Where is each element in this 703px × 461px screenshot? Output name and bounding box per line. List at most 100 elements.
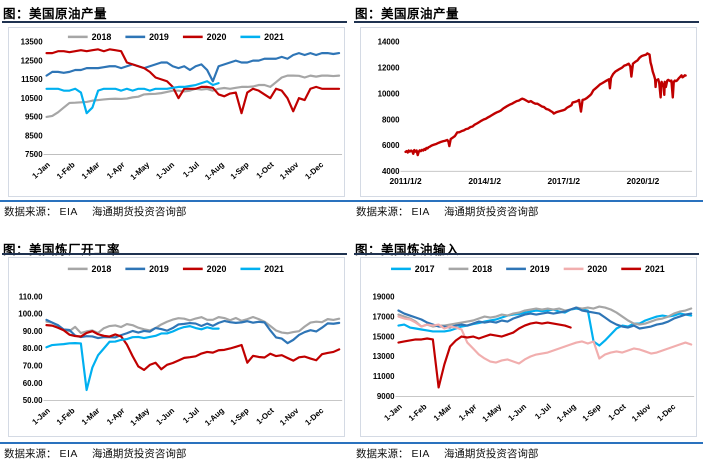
svg-text:1-Feb: 1-Feb [407,402,429,423]
data-source-label: 数据来源： [356,206,409,218]
svg-text:50.00: 50.00 [23,396,43,405]
chart-title: 图：美国原油产量 [355,7,460,21]
svg-text:12500: 12500 [21,56,44,65]
svg-text:1-Mar: 1-Mar [80,160,102,181]
title-underline [354,21,699,23]
svg-text:2017: 2017 [415,264,435,274]
svg-text:1-Oct: 1-Oct [255,160,276,180]
svg-text:1-Jun: 1-Jun [154,160,176,181]
data-source-org: 海通期货投资咨询部 [443,448,539,460]
svg-text:2021: 2021 [264,32,284,42]
svg-text:80.00: 80.00 [23,344,43,353]
svg-text:2018: 2018 [92,32,112,42]
data-source-org: 海通期货投资咨询部 [91,206,187,218]
chart-title: 图：美国原油产量 [3,7,108,21]
svg-text:1-Jul: 1-Jul [533,402,553,421]
data-source-org: 海通期货投资咨询部 [91,448,187,460]
svg-text:2017/1/2: 2017/1/2 [547,176,580,186]
svg-text:2019: 2019 [530,264,550,274]
svg-text:2019: 2019 [149,32,169,42]
svg-text:1-Dec: 1-Dec [655,402,677,424]
svg-text:1-Aug: 1-Aug [203,406,226,428]
svg-text:2014/1/2: 2014/1/2 [468,176,501,186]
svg-text:1-May: 1-May [481,402,504,424]
svg-text:1-Jan: 1-Jan [30,160,51,181]
svg-text:1-Nov: 1-Nov [630,402,653,424]
svg-text:1-Sep: 1-Sep [581,402,603,423]
svg-text:9000: 9000 [377,392,395,401]
svg-text:1-Apr: 1-Apr [457,402,478,423]
data-source-label: 数据来源： [4,206,57,218]
svg-text:1-Dec: 1-Dec [303,160,325,181]
svg-text:1-May: 1-May [129,406,152,428]
title-underline [2,253,347,255]
svg-text:1-Jun: 1-Jun [506,402,528,423]
svg-text:1-Jan: 1-Jan [30,406,51,427]
svg-text:1-Aug: 1-Aug [555,402,578,424]
svg-text:1-Oct: 1-Oct [255,406,276,426]
svg-text:110.00: 110.00 [19,292,43,301]
svg-text:2020: 2020 [587,264,607,274]
svg-text:2021: 2021 [264,264,284,274]
svg-text:10500: 10500 [21,94,44,103]
svg-text:2020: 2020 [207,32,227,42]
svg-text:1-Nov: 1-Nov [278,160,301,182]
svg-text:2020/1/2: 2020/1/2 [627,176,660,186]
svg-text:90.00: 90.00 [23,327,43,336]
svg-text:2018: 2018 [92,264,112,274]
chart-box: 14000 12000 10000 8000 6000 4000 2011/1/2 2014/… [360,27,697,197]
svg-text:1-Sep: 1-Sep [229,160,251,181]
chart-box: 110.00 100.00 90.00 80.00 70.00 60.00 50.00 1-J… [8,257,345,437]
svg-text:2019: 2019 [149,264,169,274]
chart-title: 图：美国炼厂开工率 [3,243,121,257]
section-divider-rule [0,442,703,444]
data-source-eia: EIA [59,206,78,218]
svg-text:1-Sep: 1-Sep [229,406,251,427]
svg-text:9500: 9500 [25,113,43,122]
svg-text:2018: 2018 [472,264,492,274]
svg-text:11500: 11500 [21,75,43,84]
data-source-org: 海通期货投资咨询部 [443,206,539,218]
svg-text:7500: 7500 [25,150,43,159]
svg-text:13000: 13000 [373,352,396,361]
data-source-label: 数据来源： [4,448,57,460]
svg-text:1-May: 1-May [129,160,152,182]
panel-crude-production-longterm: 图：美国原油产量 14000 12000 10000 8000 6000 4000 2011… [352,0,703,229]
svg-text:100.00: 100.00 [18,310,43,319]
chart-title: 图：美国炼油输入 [355,243,460,257]
svg-text:2021: 2021 [645,264,665,274]
svg-text:4000: 4000 [382,167,400,176]
svg-text:17000: 17000 [373,312,396,321]
data-source-eia: EIA [411,448,430,460]
data-source-line: 数据来源： EIA 海通期货投资咨询部 [4,204,186,219]
section-divider-rule [0,200,703,202]
svg-text:1-Jun: 1-Jun [154,406,176,427]
svg-text:19000: 19000 [373,292,396,301]
svg-text:1-Aug: 1-Aug [203,160,226,182]
panel-refinery-input: 图：美国炼油输入 19000 17000 15000 13000 11000 9000 1-… [352,229,703,461]
refinery-utilization-chart: 110.00100.0090.0080.0070.0060.0050.001-J… [18,264,343,428]
data-source-label: 数据来源： [356,448,409,460]
svg-text:1-Jul: 1-Jul [181,160,201,179]
svg-text:6000: 6000 [382,141,400,150]
svg-text:1-Apr: 1-Apr [105,160,126,180]
data-source-line: 数据来源： EIA 海通期货投资咨询部 [356,446,538,461]
svg-text:12000: 12000 [378,63,401,72]
svg-text:2020: 2020 [207,264,227,274]
title-underline [2,21,347,23]
svg-text:13500: 13500 [21,38,44,47]
data-source-line: 数据来源： EIA 海通期货投资咨询部 [356,204,538,219]
svg-text:1-Jul: 1-Jul [181,406,201,425]
svg-text:1-Mar: 1-Mar [80,406,102,427]
svg-text:1-Apr: 1-Apr [105,406,126,427]
svg-text:1-Mar: 1-Mar [432,402,454,423]
panel-crude-production-weekly: 图：美国原油产量 13500 12500 11500 10500 9500 8500 750… [0,0,351,229]
svg-text:70.00: 70.00 [23,362,43,371]
svg-text:11000: 11000 [373,372,395,381]
svg-text:10000: 10000 [378,89,401,98]
data-source-eia: EIA [59,448,78,460]
